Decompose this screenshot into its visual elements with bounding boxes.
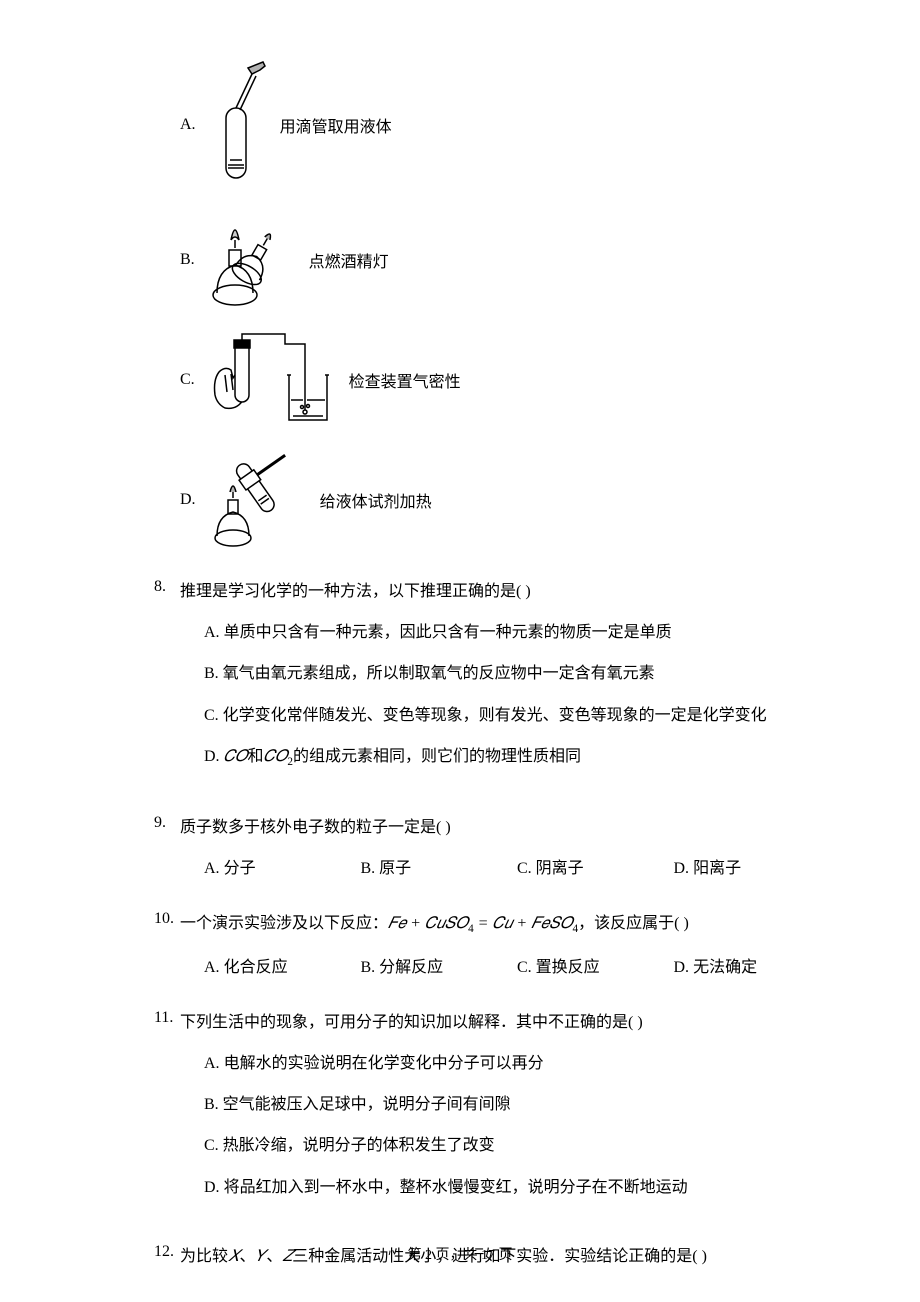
heating-liquid-icon [208,450,308,550]
option-c: C. 阴离子 [517,855,674,882]
option-letter: B. [180,251,195,269]
options-horizontal: A. 分子 B. 原子 C. 阴离子 D. 阳离子 [180,855,830,882]
option-c: C. 化学变化常伴随发光、变色等现象，则有发光、变色等现象的一定是化学变化 [180,702,830,729]
question-11: 11. 下列生活中的现象，可用分子的知识加以解释．其中不正确的是( ) A. 电… [180,1009,830,1215]
q7-option-a: A. 用滴管取用液体 [180,60,830,190]
option-d: D. 𝐶𝑂和𝐶𝑂2的组成元素相同，则它们的物理性质相同 [180,743,830,772]
question-body: 下列生活中的现象，可用分子的知识加以解释．其中不正确的是( ) A. 电解水的实… [180,1009,830,1215]
option-letter: A. [180,116,196,134]
option-b: B. 分解反应 [361,954,518,981]
question-number: 8. [154,578,180,786]
option-text: 点燃酒精灯 [309,248,389,272]
question-number: 10. [154,910,180,980]
option-letter: D. [180,491,196,509]
option-d: D. 阳离子 [674,855,831,882]
question-body: 一个演示实验涉及以下反应：𝐹𝑒 + 𝐶𝑢𝑆𝑂4 = 𝐶𝑢 + 𝐹𝑒𝑆𝑂4，该反应… [180,910,830,980]
q7-option-b: B. [180,210,830,310]
option-b: B. 氧气由氧元素组成，所以制取氧气的反应物中一定含有氧元素 [180,660,830,687]
question-8: 8. 推理是学习化学的一种方法，以下推理正确的是( ) A. 单质中只含有一种元… [180,578,830,786]
q7-option-d: D. [180,450,830,550]
airtightness-check-icon [207,330,337,430]
question-body: 质子数多于核外电子数的粒子一定是( ) A. 分子 B. 原子 C. 阴离子 D… [180,814,830,882]
options-vertical: A. 单质中只含有一种元素，因此只含有一种元素的物质一定是单质 B. 氧气由氧元… [180,619,830,772]
question-stem: 质子数多于核外电子数的粒子一定是( ) [180,814,830,841]
q7-options: A. 用滴管取用液体 B. [180,60,830,550]
option-b: B. 空气能被压入足球中，说明分子间有间隙 [180,1091,830,1118]
option-text: 用滴管取用液体 [280,113,392,137]
options-horizontal: A. 化合反应 B. 分解反应 C. 置换反应 D. 无法确定 [180,954,830,981]
page-content: A. 用滴管取用液体 B. [0,60,920,1284]
option-text: 检查装置气密性 [349,368,461,392]
question-9: 9. 质子数多于核外电子数的粒子一定是( ) A. 分子 B. 原子 C. 阴离… [180,814,830,882]
lamp-lighting-icon [207,210,297,310]
option-text: 给液体试剂加热 [320,488,432,512]
option-c: C. 置换反应 [517,954,674,981]
option-letter: C. [180,371,195,389]
q7-option-c: C. [180,330,830,430]
dropper-tube-icon [208,60,268,190]
options-vertical: A. 电解水的实验说明在化学变化中分子可以再分 B. 空气能被压入足球中，说明分… [180,1050,830,1201]
option-a: A. 单质中只含有一种元素，因此只含有一种元素的物质一定是单质 [180,619,830,646]
question-stem: 推理是学习化学的一种方法，以下推理正确的是( ) [180,578,830,605]
question-stem: 一个演示实验涉及以下反应：𝐹𝑒 + 𝐶𝑢𝑆𝑂4 = 𝐶𝑢 + 𝐹𝑒𝑆𝑂4，该反应… [180,910,830,939]
question-number: 9. [154,814,180,882]
option-d: D. 无法确定 [674,954,831,981]
option-b: B. 原子 [361,855,518,882]
question-stem: 下列生活中的现象，可用分子的知识加以解释．其中不正确的是( ) [180,1009,830,1036]
question-number: 11. [154,1009,180,1215]
option-c: C. 热胀冷缩，说明分子的体积发生了改变 [180,1132,830,1159]
page-footer: 第 2 页，共 17 页 [0,1244,920,1264]
option-a: A. 化合反应 [204,954,361,981]
question-10: 10. 一个演示实验涉及以下反应：𝐹𝑒 + 𝐶𝑢𝑆𝑂4 = 𝐶𝑢 + 𝐹𝑒𝑆𝑂4… [180,910,830,980]
question-body: 推理是学习化学的一种方法，以下推理正确的是( ) A. 单质中只含有一种元素，因… [180,578,830,786]
option-a: A. 电解水的实验说明在化学变化中分子可以再分 [180,1050,830,1077]
option-d: D. 将品红加入到一杯水中，整杯水慢慢变红，说明分子在不断地运动 [180,1174,830,1201]
option-a: A. 分子 [204,855,361,882]
